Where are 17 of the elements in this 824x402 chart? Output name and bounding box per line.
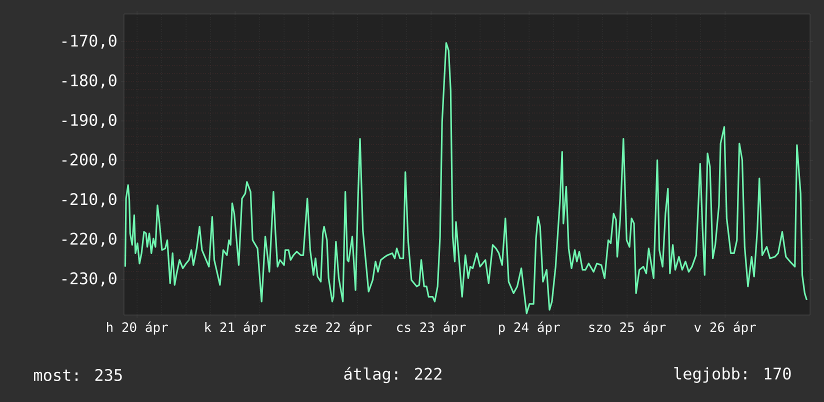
text: most: 235: [34, 368, 122, 382]
x-tick-label: v 26 ápr: [694, 322, 756, 335]
x-tick-label: k 21 ápr: [205, 322, 266, 335]
text: átlag: 222: [344, 366, 442, 384]
y-tick-label: -200,0: [62, 153, 116, 168]
y-tick-label: -180,0: [62, 74, 116, 88]
y-tick-label: -170,0: [62, 34, 116, 49]
y-tick-label: -210,0: [62, 193, 116, 208]
x-tick-label: h 20 ápr: [107, 322, 168, 335]
x-tick-label: sze 22 ápr: [295, 322, 372, 335]
y-tick-label: -220,0: [62, 232, 116, 247]
text: legjobb: 170: [674, 367, 791, 383]
y-tick-label: -190,0: [62, 114, 116, 128]
x-tick-label: p 24 ápr: [498, 322, 560, 335]
y-tick-label: -230,0: [62, 272, 116, 286]
x-tick-label: cs 23 ápr: [397, 322, 466, 335]
x-tick-label: szo 25 ápr: [589, 322, 666, 335]
